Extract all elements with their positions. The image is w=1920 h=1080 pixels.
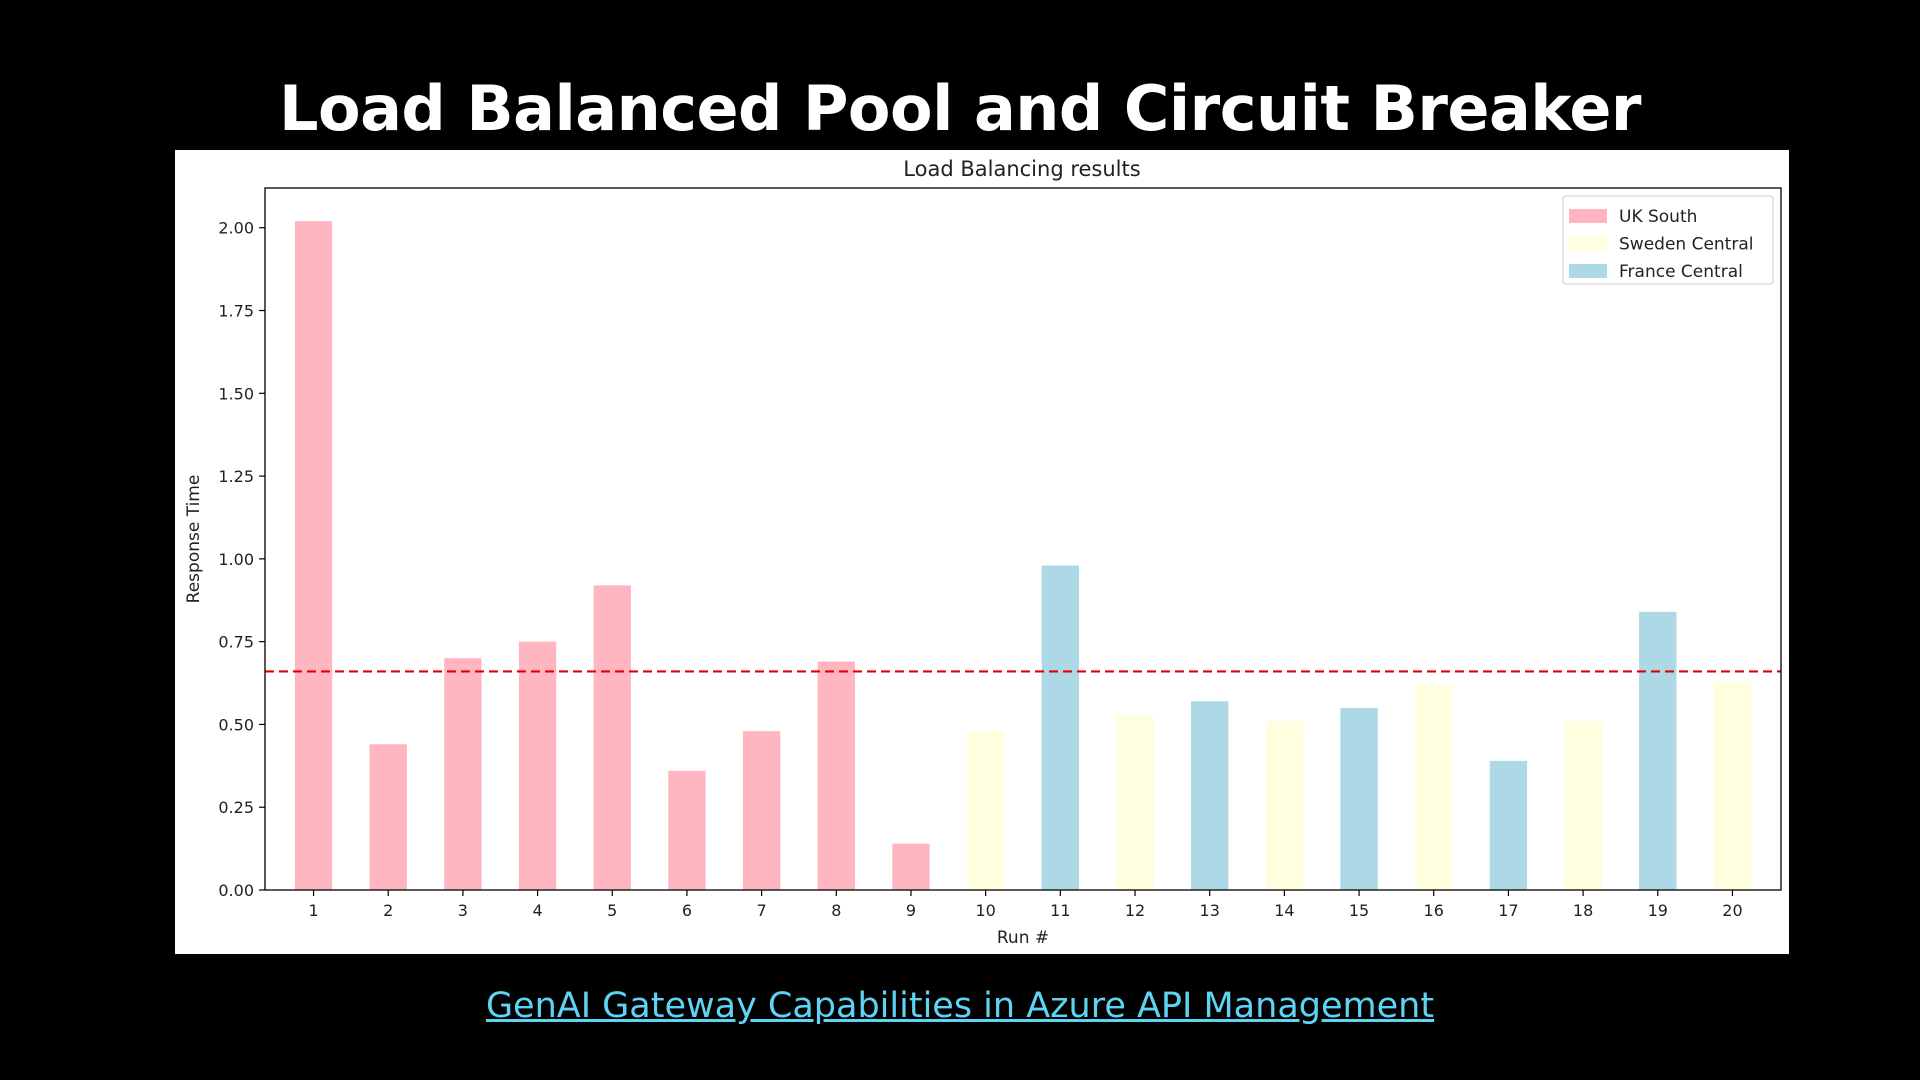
bar-chart: Load Balancing results 0.00 0.25 0.50 0.75 1… (184, 157, 1782, 948)
bar-run-15 (1340, 707, 1378, 890)
x-tick-label: 3 (458, 901, 468, 920)
y-tick-label: 0.25 (218, 798, 254, 817)
source-link-container: GenAI Gateway Capabilities in Azure API … (0, 986, 1920, 1026)
bar-run-8 (817, 661, 855, 890)
legend-label: France Central (1619, 262, 1743, 282)
bar-run-20 (1713, 681, 1752, 890)
x-axis: 1 2 3 4 5 6 7 8 9 10 11 12 13 14 15 16 17 18 19 20 (308, 890, 1743, 920)
bar-run-12 (1116, 714, 1154, 890)
x-tick-label: 6 (682, 901, 692, 920)
x-tick-label: 19 (1648, 901, 1668, 920)
bar-run-16 (1415, 684, 1453, 890)
y-tick-label: 2.00 (218, 219, 254, 238)
x-tick-label: 17 (1498, 901, 1518, 920)
x-tick-label: 15 (1349, 901, 1369, 920)
bar-run-14 (1265, 721, 1304, 890)
chart-title: Load Balancing results (903, 157, 1140, 181)
legend-label: UK South (1619, 207, 1697, 227)
x-tick-label: 16 (1424, 901, 1444, 920)
y-axis: 0.00 0.25 0.50 0.75 1.00 1.25 1.50 1.75 2.00 (218, 219, 265, 900)
x-tick-label: 11 (1050, 901, 1070, 920)
chart-panel: Load Balancing results 0.00 0.25 0.50 0.75 1… (175, 150, 1789, 954)
y-tick-label: 1.25 (218, 467, 254, 486)
bar-run-13 (1191, 701, 1229, 890)
x-tick-label: 2 (383, 901, 393, 920)
legend-swatch (1569, 264, 1607, 278)
x-tick-label: 10 (975, 901, 995, 920)
bar-run-2 (369, 744, 407, 890)
x-tick-label: 20 (1722, 901, 1742, 920)
bar-run-17 (1489, 760, 1528, 890)
bar-run-5 (593, 585, 631, 890)
legend-swatch (1569, 236, 1607, 251)
y-axis-label: Response Time (184, 475, 204, 604)
x-tick-label: 12 (1125, 901, 1145, 920)
y-tick-label: 1.00 (218, 550, 254, 569)
x-tick-label: 14 (1274, 901, 1294, 920)
legend-swatch (1569, 209, 1607, 223)
legend-label: Sweden Central (1619, 235, 1753, 255)
slide-title: Load Balanced Pool and Circuit Breaker (278, 72, 1642, 145)
y-tick-label: 0.00 (218, 881, 254, 900)
y-tick-label: 0.50 (218, 715, 254, 734)
y-tick-label: 0.75 (218, 633, 254, 652)
legend-box (1562, 195, 1774, 285)
x-axis-label: Run # (997, 928, 1049, 948)
x-tick-label: 7 (757, 901, 767, 920)
x-tick-label: 13 (1200, 901, 1220, 920)
y-tick-label: 1.75 (218, 302, 254, 321)
bars-layer (294, 221, 1752, 890)
bar-run-11 (1041, 565, 1080, 890)
bar-run-10 (966, 731, 1005, 890)
plot-frame (264, 187, 1782, 891)
source-link[interactable]: GenAI Gateway Capabilities in Azure API … (485, 986, 1435, 1026)
x-tick-label: 5 (607, 901, 617, 920)
bar-run-1 (294, 221, 333, 890)
bar-run-7 (742, 731, 781, 890)
y-tick-label: 1.50 (218, 384, 254, 403)
bar-run-6 (668, 770, 706, 890)
x-tick-label: 9 (906, 901, 916, 920)
bar-run-9 (892, 843, 930, 890)
legend: UK South Sweden Central France Central (1562, 195, 1774, 285)
bar-run-19 (1639, 611, 1677, 890)
x-tick-label: 18 (1573, 901, 1593, 920)
x-tick-label: 1 (308, 901, 318, 920)
bar-run-4 (518, 641, 557, 890)
bar-run-18 (1564, 721, 1602, 890)
x-tick-label: 4 (532, 901, 542, 920)
bar-run-3 (444, 658, 482, 890)
x-tick-label: 8 (831, 901, 841, 920)
